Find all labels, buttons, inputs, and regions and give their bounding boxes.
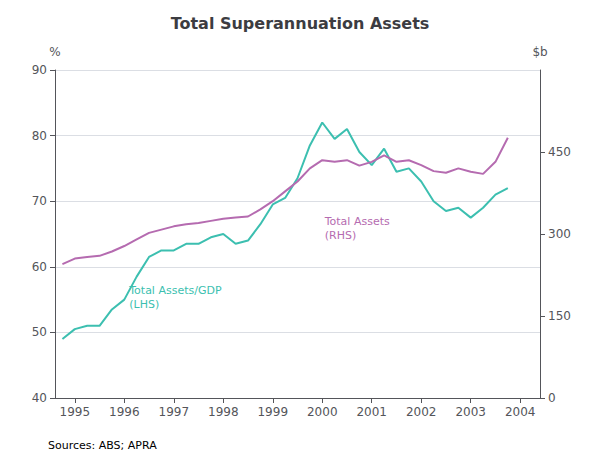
svg-text:0: 0 bbox=[548, 391, 556, 405]
svg-text:90: 90 bbox=[32, 63, 47, 77]
svg-text:Total Assets/GDP: Total Assets/GDP bbox=[128, 284, 222, 297]
svg-text:Total Assets: Total Assets bbox=[324, 215, 390, 228]
svg-text:Sources: ABS; APRA: Sources: ABS; APRA bbox=[48, 439, 157, 452]
svg-text:50: 50 bbox=[32, 325, 47, 339]
svg-text:80: 80 bbox=[32, 129, 47, 143]
svg-text:150: 150 bbox=[548, 309, 571, 323]
svg-text:450: 450 bbox=[548, 145, 571, 159]
svg-text:1998: 1998 bbox=[208, 405, 239, 419]
svg-text:%: % bbox=[49, 45, 60, 59]
svg-text:2000: 2000 bbox=[307, 405, 338, 419]
svg-text:70: 70 bbox=[32, 194, 47, 208]
svg-text:2004: 2004 bbox=[505, 405, 536, 419]
svg-text:1996: 1996 bbox=[109, 405, 140, 419]
svg-text:300: 300 bbox=[548, 227, 571, 241]
svg-text:1999: 1999 bbox=[257, 405, 288, 419]
svg-text:40: 40 bbox=[32, 391, 47, 405]
svg-text:(RHS): (RHS) bbox=[325, 229, 356, 242]
svg-text:1997: 1997 bbox=[159, 405, 190, 419]
svg-text:Total Superannuation Assets: Total Superannuation Assets bbox=[171, 14, 430, 33]
svg-text:(LHS): (LHS) bbox=[129, 298, 159, 311]
svg-text:60: 60 bbox=[32, 260, 47, 274]
svg-text:1995: 1995 bbox=[60, 405, 91, 419]
svg-text:$b: $b bbox=[532, 45, 547, 59]
svg-text:2003: 2003 bbox=[455, 405, 486, 419]
svg-text:2001: 2001 bbox=[356, 405, 387, 419]
svg-text:2002: 2002 bbox=[406, 405, 437, 419]
